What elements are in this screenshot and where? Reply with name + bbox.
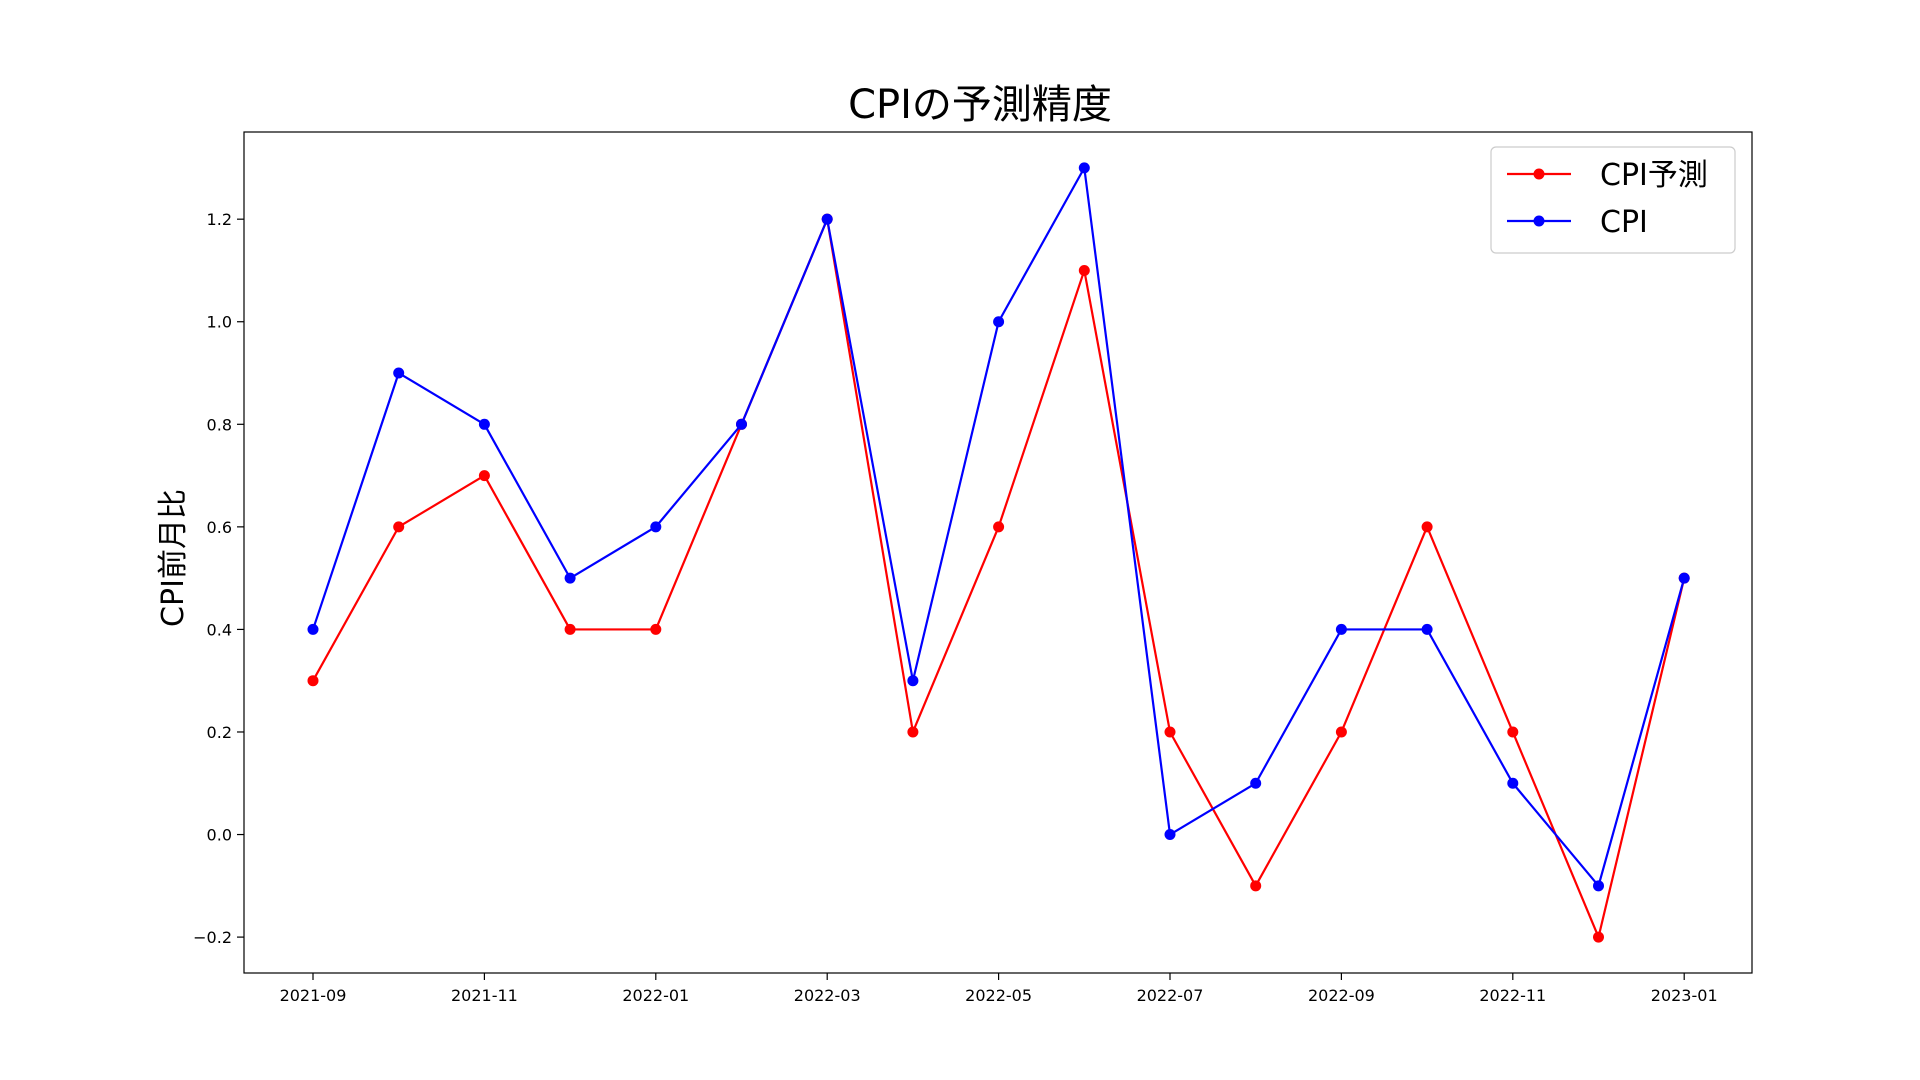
x-tick-label: 2023-01 bbox=[1651, 986, 1718, 1005]
data-point-cpi-forecast bbox=[478, 470, 490, 482]
x-tick-label: 2022-09 bbox=[1308, 986, 1375, 1005]
x-tick-label: 2021-09 bbox=[280, 986, 347, 1005]
data-point-cpi-forecast bbox=[307, 675, 319, 687]
x-tick-label: 2022-11 bbox=[1479, 986, 1546, 1005]
series-layer bbox=[307, 162, 1690, 943]
data-point-cpi bbox=[1250, 777, 1262, 789]
data-point-cpi bbox=[564, 572, 576, 584]
y-tick-label: 0.0 bbox=[207, 826, 232, 845]
data-point-cpi-forecast bbox=[1250, 880, 1262, 892]
y-tick-label: 0.8 bbox=[207, 415, 232, 434]
x-tick-label: 2022-07 bbox=[1137, 986, 1204, 1005]
data-point-cpi-forecast bbox=[1507, 726, 1519, 738]
data-point-cpi-forecast bbox=[393, 521, 405, 533]
y-tick-label: 1.0 bbox=[207, 313, 232, 332]
data-point-cpi bbox=[1507, 777, 1519, 789]
y-tick-label: −0.2 bbox=[193, 928, 232, 947]
y-tick-label: 0.2 bbox=[207, 723, 232, 742]
data-point-cpi bbox=[821, 213, 833, 225]
data-point-cpi bbox=[650, 521, 662, 533]
data-point-cpi bbox=[1421, 623, 1433, 635]
data-point-cpi-forecast bbox=[993, 521, 1005, 533]
data-point-cpi-forecast bbox=[1335, 726, 1347, 738]
data-point-cpi bbox=[1078, 162, 1090, 174]
x-tick-label: 2022-01 bbox=[622, 986, 689, 1005]
y-tick-label: 0.6 bbox=[207, 518, 232, 537]
y-axis-label: CPI前月比 bbox=[156, 489, 191, 627]
data-point-cpi bbox=[478, 418, 490, 430]
data-point-cpi-forecast bbox=[1078, 264, 1090, 276]
legend: CPI予測 CPI bbox=[1490, 146, 1736, 254]
data-point-cpi-forecast bbox=[1164, 726, 1176, 738]
data-point-cpi bbox=[1335, 623, 1347, 635]
data-point-cpi bbox=[993, 316, 1005, 328]
legend-marker bbox=[1533, 215, 1545, 227]
data-point-cpi-forecast bbox=[564, 623, 576, 635]
legend-marker bbox=[1533, 168, 1545, 180]
plot-frame bbox=[243, 131, 1753, 974]
data-point-cpi bbox=[307, 623, 319, 635]
x-tick-label: 2021-11 bbox=[451, 986, 518, 1005]
chart-title: CPIの予測精度 bbox=[848, 82, 1112, 128]
legend-label: CPI bbox=[1600, 205, 1648, 240]
data-point-cpi bbox=[736, 418, 747, 430]
axis-ticks: −0.2 0.0 0.2 0.4 0.6 0.8 1.0 1.2 2021-09 2021-11 2… bbox=[193, 210, 1717, 1005]
data-point-cpi bbox=[1164, 829, 1176, 841]
y-tick-label: 0.4 bbox=[207, 620, 232, 639]
legend-label: CPI予測 bbox=[1600, 158, 1708, 193]
x-tick-label: 2022-03 bbox=[794, 986, 861, 1005]
x-tick-label: 2022-05 bbox=[965, 986, 1032, 1005]
data-point-cpi-forecast bbox=[1421, 521, 1433, 533]
data-point-cpi bbox=[907, 675, 919, 687]
data-point-cpi bbox=[1678, 572, 1690, 584]
data-point-cpi-forecast bbox=[1593, 931, 1604, 943]
y-tick-label: 1.2 bbox=[207, 210, 232, 229]
data-point-cpi bbox=[1593, 880, 1604, 892]
data-point-cpi bbox=[393, 367, 405, 379]
data-point-cpi-forecast bbox=[907, 726, 919, 738]
data-point-cpi-forecast bbox=[650, 623, 662, 635]
